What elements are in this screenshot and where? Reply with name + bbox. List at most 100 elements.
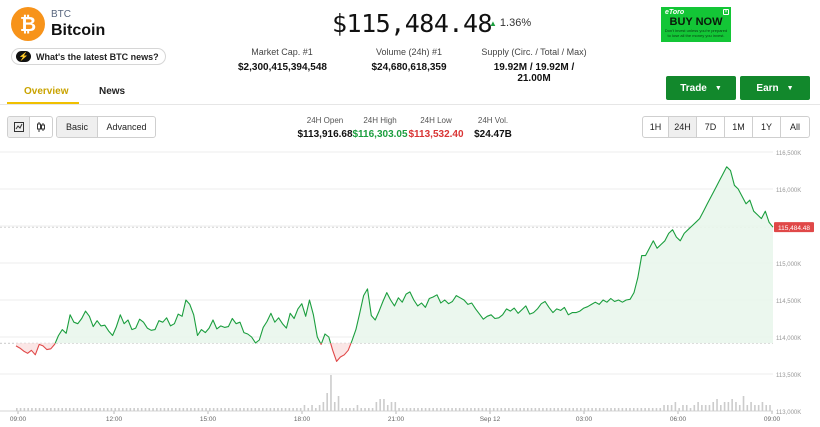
basic-view-button[interactable]: Basic (57, 117, 98, 137)
volume-bar (87, 408, 90, 411)
earn-button[interactable]: Earn ▼ (740, 76, 810, 100)
bitcoin-logo-icon: ₿ (11, 7, 45, 41)
volume-bar (322, 402, 325, 411)
volume-bar (489, 408, 491, 411)
volume-bar (727, 402, 730, 411)
line-chart-icon[interactable] (8, 117, 30, 137)
volume-bar (337, 396, 340, 411)
volume-bar (125, 408, 128, 411)
volume-bar (667, 405, 669, 411)
volume-bar (311, 405, 313, 411)
range-1y-button[interactable]: 1Y (753, 117, 781, 137)
volume-bar (159, 408, 162, 411)
y-tick-label: 116,000K (776, 188, 801, 194)
range-1h-button[interactable]: 1H (643, 117, 669, 137)
ad-brand: eToro (665, 9, 685, 16)
volume-bar (38, 408, 41, 411)
volume-bar (368, 408, 370, 411)
y-tick-label: 113,000K (776, 410, 801, 416)
svg-text:₿: ₿ (20, 14, 36, 36)
volume-bar (288, 408, 291, 411)
volume-bar (746, 405, 749, 411)
etoro-ad-banner[interactable]: eToro × BUY NOW Don't invest unless you'… (661, 7, 731, 42)
volume-bar (182, 408, 185, 411)
volume-bar (243, 408, 245, 411)
volume-bar (262, 408, 264, 411)
volume-bar (496, 408, 499, 411)
ohlc-open: 24H Open $113,916.68 (294, 116, 356, 140)
ohlc-label: 24H High (363, 116, 397, 125)
volume-bar (53, 408, 56, 411)
volume-bar (144, 408, 147, 411)
triangle-up-icon: ▲ (489, 18, 497, 28)
volume-bar (644, 408, 646, 411)
volume-bar (458, 408, 461, 411)
price-chart[interactable]: 116,500K116,000K115,500K115,000K114,500K… (0, 147, 820, 427)
volume-bar (424, 408, 427, 411)
volume-bar (390, 402, 393, 411)
volume-bar (265, 408, 268, 411)
range-24h-button[interactable]: 24H (669, 117, 697, 137)
volume-bar (693, 405, 696, 411)
price-area-above-open (55, 300, 321, 344)
tab-overview[interactable]: Overview (24, 86, 69, 97)
latest-news-button[interactable]: ⚡ What's the latest BTC news? (11, 48, 166, 65)
volume-bar (326, 393, 328, 411)
advanced-view-button[interactable]: Advanced (106, 122, 147, 132)
volume-bar (443, 408, 446, 411)
range-7d-button[interactable]: 7D (697, 117, 725, 137)
volume-bar (738, 405, 741, 411)
x-tick-label: 15:00 (200, 416, 217, 423)
range-all-button[interactable]: All (789, 122, 800, 132)
volume-bar (614, 408, 616, 411)
volume-bar (364, 408, 366, 411)
current-price: $115,484.48 (332, 9, 493, 38)
active-tab-indicator (7, 102, 79, 104)
volume-bar (57, 408, 60, 411)
price-line-above-open (350, 166, 774, 344)
volume-bar (292, 408, 294, 411)
volume-bar (663, 405, 665, 411)
volume-bar (19, 408, 22, 411)
trade-button[interactable]: Trade ▼ (666, 76, 736, 100)
volume-bar (648, 408, 650, 411)
volume-bar (379, 399, 381, 411)
volume-bar (682, 405, 684, 411)
ad-info-icon[interactable]: × (723, 9, 729, 15)
volume-bar (750, 402, 752, 411)
volume-bar (598, 408, 601, 411)
volume-bar (280, 408, 283, 411)
volume-bar (606, 408, 609, 411)
time-range-selector: 1H 24H 7D 1M 1Y All (642, 116, 810, 138)
volume-bar (31, 408, 33, 411)
volume-bar (417, 408, 419, 411)
volume-bar (511, 408, 514, 411)
volume-bar (212, 408, 215, 411)
volume-bar (625, 408, 627, 411)
candlestick-chart-icon[interactable] (30, 117, 52, 137)
volume-bar (674, 402, 677, 411)
view-mode-toggle: Basic Advanced (56, 116, 156, 138)
volume-bar (114, 408, 117, 411)
volume-bar (273, 408, 275, 411)
volume-bar (420, 408, 423, 411)
volume-bar (670, 405, 673, 411)
volume-bar (439, 408, 442, 411)
volume-bar (76, 408, 79, 411)
stat-value: $2,300,415,394,548 (238, 62, 327, 73)
volume-bar (402, 408, 404, 411)
tab-news[interactable]: News (99, 86, 126, 97)
price-line-below-open (320, 342, 323, 345)
volume-bar (250, 408, 253, 411)
volume-bar (405, 408, 408, 411)
volume-bar (701, 405, 703, 411)
y-tick-label: 113,500K (776, 373, 801, 379)
range-1m-button[interactable]: 1M (725, 117, 753, 137)
volume-bar (360, 408, 363, 411)
volume-bar (246, 408, 249, 411)
volume-bar (239, 408, 241, 411)
volume-bar (409, 408, 412, 411)
volume-bar (553, 408, 556, 411)
ohlc-value: $116,303.05 (352, 129, 408, 140)
volume-bar (68, 408, 71, 411)
